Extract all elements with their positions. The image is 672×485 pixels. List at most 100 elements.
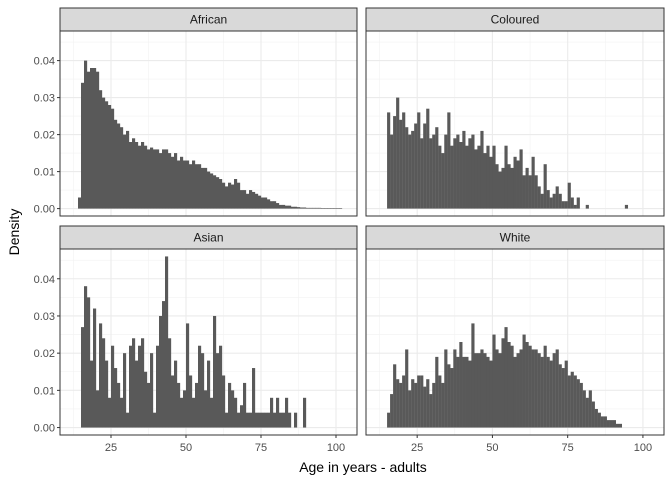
histogram-bar [435,356,439,428]
histogram-bar [519,149,523,209]
histogram-bar [333,208,337,209]
histogram-bar [237,182,241,209]
histogram-bar [252,368,256,428]
histogram-bar [174,360,178,428]
histogram-bar [123,353,127,428]
histogram-bar [261,412,265,428]
histogram-bar [450,145,454,209]
histogram-bar [126,412,130,428]
histogram-bar [390,134,394,209]
histogram-bar [201,167,205,209]
histogram-bar [339,208,343,209]
histogram-bar [507,342,511,428]
histogram-bar [606,420,610,428]
histogram-bar [441,382,445,428]
histogram-bar [198,345,202,428]
histogram-bar [246,193,250,209]
x-tick-label: 75 [562,442,574,454]
histogram-bar [525,167,529,209]
y-tick-label: 0.00 [34,204,55,216]
histogram-bar [624,204,629,209]
histogram-bar [285,397,289,428]
histogram-bar [468,138,472,209]
facet-panel-african: African 0.00 0.01 0.02 0.03 0.04 [34,7,358,217]
histogram-bar [78,197,82,209]
histogram-bar [321,208,325,209]
histogram-bar [228,382,232,428]
y-axis-title: Density [6,209,22,256]
histogram-bar [213,175,217,209]
histogram-bar [573,204,577,209]
histogram-bar [141,338,145,428]
histogram-bar [417,375,421,428]
histogram-bar [390,394,394,428]
histogram-bar [480,130,484,209]
histogram-bar [600,416,604,428]
histogram-bar [105,101,109,209]
histogram-bar [297,207,301,209]
histogram-bar [246,412,250,428]
histogram-bar [477,145,481,209]
histogram-bar [132,138,136,209]
histogram-bar [609,420,613,428]
histogram-bar [267,412,271,428]
histogram-bar [234,179,238,209]
histogram-bar [471,134,475,209]
histogram-bar [231,184,235,209]
y-tick-label: 0.01 [34,167,55,179]
histogram-bar [450,368,454,428]
histogram-bar [468,360,472,428]
histogram-bar [87,297,91,428]
histogram-bar [537,353,541,428]
histogram-bar [144,145,148,209]
histogram-bar [165,256,169,428]
histogram-bar [402,375,406,428]
histogram-bar [192,397,196,428]
histogram-bar [288,205,292,209]
histogram-bar [444,134,448,209]
histogram-bar [270,397,274,428]
histogram-bar [570,371,574,428]
histogram-bar [546,356,550,428]
facet-panel-coloured: Coloured [365,7,665,217]
histogram-bar [126,130,130,209]
histogram-bar [156,345,160,428]
histogram-bar [522,175,526,209]
histogram-bar [93,308,97,428]
histogram-bar [528,175,532,209]
histogram-bar [438,145,442,209]
histogram-bar [195,164,199,209]
strip-label: Asian [193,231,223,245]
histogram-bar [495,164,499,209]
histogram-bar [423,123,427,209]
histogram-bar [483,353,487,428]
histogram-bar [456,356,460,428]
histogram-bar [99,323,103,428]
histogram-bar [309,207,313,209]
histogram-bar [186,323,190,428]
histogram-bar [276,203,280,209]
histogram-bar [225,412,229,428]
histogram-bar [189,164,193,209]
histogram-bar [249,190,253,209]
histogram-bar [399,382,403,428]
histogram-bar [273,412,277,428]
histogram-bar [444,349,448,428]
histogram-bar [555,186,559,209]
histogram-bar [258,195,262,209]
histogram-bar [168,338,172,428]
histogram-bar [318,207,322,209]
histogram-bar [219,345,223,428]
histogram-bar [432,382,436,428]
histogram-bar [594,408,598,428]
histogram-bar [540,356,544,428]
histogram-bar [105,360,109,428]
y-tick-label: 0.02 [34,130,55,142]
histogram-bar [453,349,457,428]
histogram-bar [81,327,85,428]
strip-label: White [500,231,531,245]
histogram-bar [489,360,493,428]
histogram-bar [204,390,208,428]
histogram-bar [255,193,259,209]
histogram-bar [501,167,505,209]
